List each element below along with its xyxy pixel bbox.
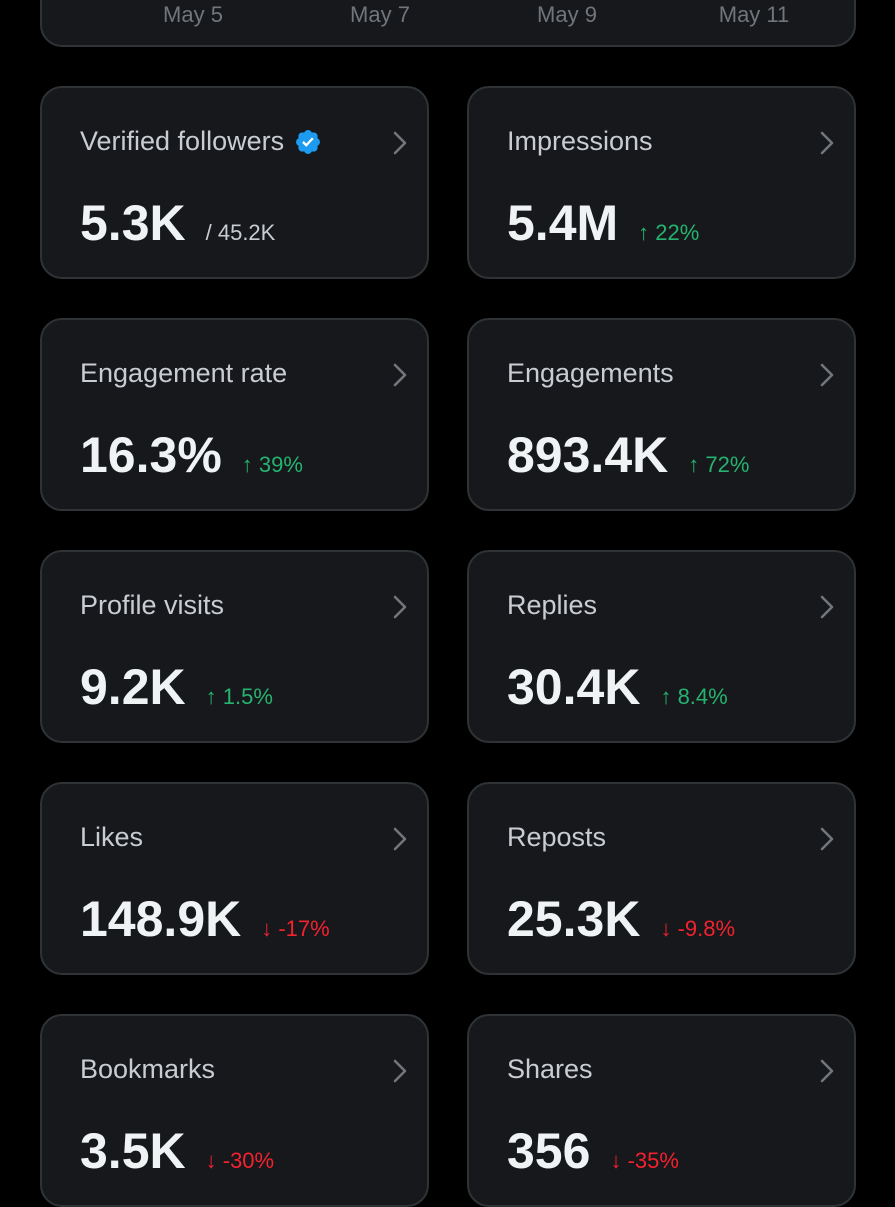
card-title-row: Engagement rate [80, 358, 287, 389]
metric-total: / 45.2K [205, 220, 276, 245]
card-title: Reposts [507, 822, 607, 852]
metric-card[interactable]: Impressions 5.4M ↑ 22% [467, 86, 856, 279]
value-row: 148.9K ↓ -17% [80, 890, 330, 948]
metric-card[interactable]: Engagement rate 16.3% ↑ 39% [40, 318, 429, 511]
chevron[interactable] [391, 130, 409, 161]
metric-value: 16.3% [80, 427, 222, 483]
value-row: 16.3% ↑ 39% [80, 426, 303, 484]
card-title: Engagement rate [80, 358, 288, 388]
metric-value: 3.5K [80, 1123, 186, 1179]
card-title-row: Profile visits [80, 590, 224, 621]
arrow-icon: ↑ [638, 220, 656, 245]
card-title: Likes [80, 822, 144, 852]
value-row: 9.2K ↑ 1.5% [80, 658, 273, 716]
change-value: 22% [655, 220, 700, 245]
value-row: 30.4K ↑ 8.4% [507, 658, 728, 716]
card-title: Shares [507, 1054, 593, 1084]
change: ↓ -9.8% [660, 916, 735, 942]
card-title-row: Likes [80, 822, 143, 853]
value-row: 5.3K / 45.2K [80, 194, 275, 252]
change-value: -17% [278, 916, 330, 941]
card-title-row: Reposts [507, 822, 606, 853]
chevron[interactable] [818, 1058, 836, 1089]
card-title: Bookmarks [80, 1054, 216, 1084]
change-value: 1.5% [222, 684, 273, 709]
card-title: Profile visits [80, 590, 225, 620]
change: ↑ 72% [688, 452, 749, 478]
verified-badge [294, 128, 322, 156]
card-title-row: Replies [507, 590, 597, 621]
metric-card[interactable]: Verified followers 5.3K / 45.2K [40, 86, 429, 279]
card-title: Verified followers [80, 126, 285, 156]
card-title-row: Shares [507, 1054, 593, 1085]
arrow-icon: ↑ [688, 452, 706, 477]
card-title-row: Verified followers [80, 126, 322, 157]
x-axis-label: May 11 [718, 2, 790, 27]
arrow-icon: ↓ [261, 916, 279, 941]
chevron[interactable] [391, 362, 409, 393]
chevron[interactable] [818, 130, 836, 161]
change-value: 39% [258, 452, 303, 477]
card-title: Engagements [507, 358, 674, 388]
metric-card[interactable]: Bookmarks 3.5K ↓ -30% [40, 1014, 429, 1207]
card-title-row: Impressions [507, 126, 653, 157]
value-row: 25.3K ↓ -9.8% [507, 890, 735, 948]
card-title: Replies [507, 590, 598, 620]
value-row: 893.4K ↑ 72% [507, 426, 749, 484]
x-axis-label: May 9 [537, 2, 597, 27]
card-title-row: Bookmarks [80, 1054, 215, 1085]
metric-value: 9.2K [80, 659, 186, 715]
change: ↑ 39% [242, 452, 303, 478]
metric-value: 356 [507, 1123, 591, 1179]
metric-card[interactable]: Reposts 25.3K ↓ -9.8% [467, 782, 856, 975]
metric-card[interactable]: Likes 148.9K ↓ -17% [40, 782, 429, 975]
metric-card[interactable]: Shares 356 ↓ -35% [467, 1014, 856, 1207]
card-title: Impressions [507, 126, 653, 156]
metric-card[interactable]: Replies 30.4K ↑ 8.4% [467, 550, 856, 743]
change-value: 8.4% [677, 684, 728, 709]
chevron[interactable] [391, 1058, 409, 1089]
chevron[interactable] [818, 362, 836, 393]
metric-value: 25.3K [507, 891, 641, 947]
change: ↑ 22% [638, 220, 699, 246]
change-value: -9.8% [677, 916, 736, 941]
chevron[interactable] [818, 594, 836, 625]
chart-card: May 5 May 7 May 9 May 11 [40, 0, 856, 47]
value-row: 5.4M ↑ 22% [507, 194, 699, 252]
change-value: 72% [705, 452, 750, 477]
change: ↑ 1.5% [206, 684, 273, 710]
arrow-icon: ↑ [241, 452, 259, 477]
metric-value: 5.4M [507, 195, 619, 251]
arrow-icon: ↑ [205, 684, 223, 709]
change: ↓ -17% [261, 916, 329, 942]
metric-value: 30.4K [507, 659, 641, 715]
metric-card[interactable]: Profile visits 9.2K ↑ 1.5% [40, 550, 429, 743]
metric-value: 893.4K [507, 427, 669, 483]
arrow-icon: ↓ [205, 1148, 223, 1173]
value-row: 3.5K ↓ -30% [80, 1122, 274, 1180]
chevron[interactable] [818, 826, 836, 857]
change: ↓ -30% [206, 1148, 274, 1174]
metric-card[interactable]: Engagements 893.4K ↑ 72% [467, 318, 856, 511]
metric-value: 148.9K [80, 891, 242, 947]
metric-value: 5.3K [80, 195, 186, 251]
arrow-icon: ↓ [610, 1148, 628, 1173]
x-axis-label: May 7 [350, 2, 410, 27]
chevron[interactable] [391, 594, 409, 625]
change-value: -35% [627, 1148, 679, 1173]
change-value: -30% [222, 1148, 275, 1173]
card-title-row: Engagements [507, 358, 674, 389]
change: ↑ 8.4% [660, 684, 727, 710]
chevron[interactable] [391, 826, 409, 857]
x-axis-label: May 5 [163, 2, 223, 27]
change: ↓ -35% [610, 1148, 678, 1174]
arrow-icon: ↑ [660, 684, 678, 709]
value-row: 356 ↓ -35% [507, 1122, 679, 1180]
arrow-icon: ↓ [660, 916, 678, 941]
